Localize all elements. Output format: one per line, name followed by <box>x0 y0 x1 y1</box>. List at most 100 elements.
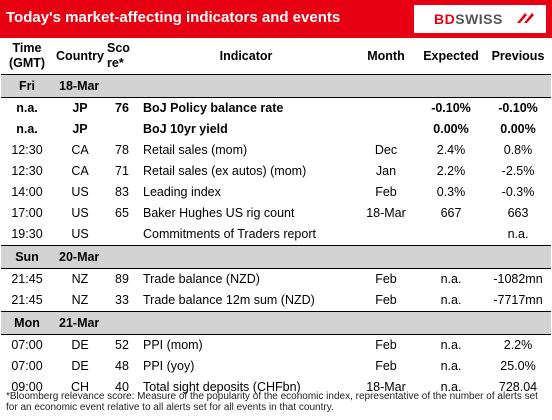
cell-previous: n.a. <box>507 227 529 241</box>
cell-country: DE <box>71 359 89 373</box>
cell-previous: -0.3% <box>501 185 535 199</box>
day-filler <box>137 245 551 269</box>
day-filler <box>137 311 551 335</box>
header-banner: Today's market-affecting indicators and … <box>0 0 552 38</box>
cell-score <box>107 119 137 140</box>
cell-time: n.a. <box>16 101 38 115</box>
cell-expected: n.a. <box>440 338 462 352</box>
cell-time: 14:00 <box>11 185 43 199</box>
day-row: Mon 21-Mar <box>1 311 551 335</box>
cell-expected: 0.3% <box>436 185 466 199</box>
cell-country: JP <box>72 122 88 136</box>
cell-previous: 663 <box>507 206 529 220</box>
cell-indicator: BoJ 10yr yield <box>143 122 228 136</box>
cell-indicator: Total sight deposits (CHFbn) <box>143 380 301 394</box>
cell-score: 65 <box>115 206 129 220</box>
table-row: 07:00 DE 48 PPI (yoy) Feb n.a. 25.0% <box>1 356 551 377</box>
cell-month: 18-Mar <box>366 206 406 220</box>
cell-month: Feb <box>375 338 397 352</box>
cell-score: 71 <box>115 164 129 178</box>
cell-time: 17:00 <box>11 206 43 220</box>
cell-indicator: PPI (mom) <box>143 338 203 352</box>
cell-country: NZ <box>71 272 89 286</box>
logo-text: BDSWISS <box>434 11 503 27</box>
bdswiss-logo: BDSWISS <box>414 5 546 33</box>
indicators-table: Time (GMT) Country Sco re* Indicator Month… <box>1 38 551 398</box>
table-row: 21:45 NZ 33 Trade balance 12m sum (NZD) Feb n… <box>1 290 551 312</box>
table-row: 12:30 CA 71 Retail sales (ex autos) (mom) Ja… <box>1 161 551 182</box>
cell-expected: n.a. <box>440 293 462 307</box>
cell-score: 52 <box>115 338 129 352</box>
cell-expected <box>417 224 485 246</box>
table-row: n.a. JP 76 BoJ Policy balance rate -0.10% -0.… <box>1 98 551 120</box>
cell-previous: -0.10% <box>498 101 538 115</box>
day-row: Sun 20-Mar <box>1 245 551 269</box>
cell-indicator: BoJ Policy balance rate <box>143 101 284 115</box>
cell-country: US <box>71 227 89 241</box>
cell-indicator: Trade balance (NZD) <box>143 272 260 286</box>
cell-time: 19:30 <box>11 227 43 241</box>
col-time: Time (GMT) <box>8 41 46 70</box>
day-filler <box>137 74 551 98</box>
cell-month: 18-Mar <box>366 380 406 394</box>
cell-time: 12:30 <box>11 164 43 178</box>
cell-indicator: Leading index <box>143 185 221 199</box>
cell-time: n.a. <box>16 122 38 136</box>
cell-expected: 2.4% <box>436 143 466 157</box>
day-name: Sun <box>1 245 53 269</box>
cell-expected: n.a. <box>440 380 462 394</box>
cell-country: CA <box>71 164 89 178</box>
cell-score: 78 <box>115 143 129 157</box>
col-previous: Previous <box>491 48 545 63</box>
double-chevron-mark-icon <box>517 13 534 23</box>
cell-country: NZ <box>71 293 89 307</box>
cell-time: 21:45 <box>11 293 43 307</box>
cell-time: 07:00 <box>11 359 43 373</box>
col-indicator: Indicator <box>219 48 273 63</box>
cell-expected: n.a. <box>440 272 462 286</box>
cell-month <box>355 119 417 140</box>
col-month: Month <box>367 48 405 63</box>
day-name: Fri <box>1 74 53 98</box>
cell-expected: 0.00% <box>433 122 469 136</box>
col-country: Country <box>56 48 104 63</box>
cell-score: 83 <box>115 185 129 199</box>
table-row: 21:45 NZ 89 Trade balance (NZD) Feb n.a. -1082… <box>1 269 551 291</box>
cell-expected: -0.10% <box>431 101 471 115</box>
cell-month <box>355 98 417 120</box>
cell-month <box>355 224 417 246</box>
column-header-row: Time (GMT) Country Sco re* Indicator Month… <box>1 38 551 75</box>
logo-bd-text: BD <box>434 11 456 27</box>
table-row: 19:30 US Commitments of Traders report n.a. <box>1 224 551 246</box>
cell-indicator: Retail sales (mom) <box>143 143 248 157</box>
cell-country: US <box>71 185 89 199</box>
cell-score: 33 <box>115 293 129 307</box>
cell-month: Dec <box>374 143 398 157</box>
table-row: 14:00 US 83 Leading index Feb 0.3% -0.3% <box>1 182 551 203</box>
day-date: 21-Mar <box>53 311 137 335</box>
cell-previous: 728.04 <box>498 380 538 394</box>
cell-expected: n.a. <box>440 359 462 373</box>
cell-score: 89 <box>115 272 129 286</box>
day-row: Fri 18-Mar <box>1 74 551 98</box>
cell-month: Feb <box>375 185 397 199</box>
cell-previous: 0.00% <box>500 122 536 136</box>
cell-previous: 25.0% <box>500 359 536 373</box>
cell-time: 07:00 <box>11 338 43 352</box>
cell-expected: 667 <box>440 206 462 220</box>
cell-indicator: Retail sales (ex autos) (mom) <box>143 164 307 178</box>
cell-month: Feb <box>375 293 397 307</box>
table-row: 17:00 US 65 Baker Hughes US rig count 18-Mar… <box>1 203 551 224</box>
cell-country: CA <box>71 143 89 157</box>
cell-month: Feb <box>375 359 397 373</box>
cell-score <box>107 224 137 246</box>
cell-previous: 0.8% <box>503 143 533 157</box>
cell-score: 40 <box>115 380 129 394</box>
cell-month: Jan <box>375 164 397 178</box>
cell-score: 76 <box>115 101 129 115</box>
table-row: 09:00 CH 40 Total sight deposits (CHFbn) 18-… <box>1 377 551 398</box>
col-expected: Expected <box>423 48 479 63</box>
cell-previous: -2.5% <box>501 164 535 178</box>
table-row: n.a. JP BoJ 10yr yield 0.00% 0.00% <box>1 119 551 140</box>
cell-country: US <box>71 206 89 220</box>
